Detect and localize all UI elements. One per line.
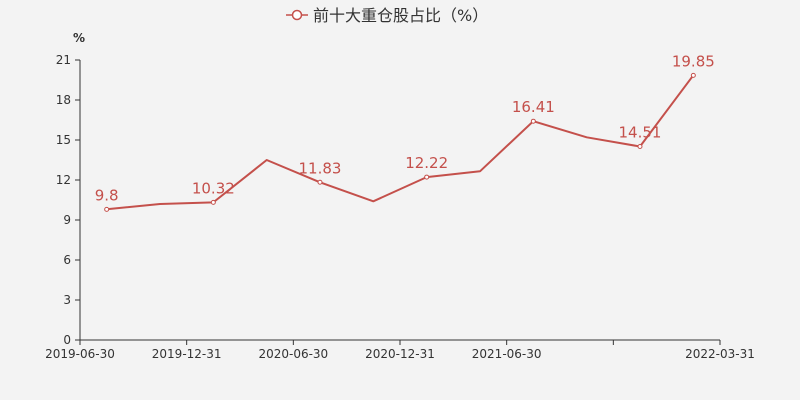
y-tick-label: 15 xyxy=(56,133,71,147)
data-label: 10.32 xyxy=(192,179,235,197)
y-tick-label: 9 xyxy=(63,213,71,227)
data-point xyxy=(424,174,430,180)
legend[interactable]: 前十大重仓股占比（%） xyxy=(286,6,488,25)
y-tick-label: 21 xyxy=(56,53,71,67)
x-tick-label: 2020-12-31 xyxy=(365,347,435,361)
data-point xyxy=(637,144,643,150)
legend-label: 前十大重仓股占比（%） xyxy=(313,6,488,25)
y-tick-label: 3 xyxy=(63,293,71,307)
x-tick-label: 2019-12-31 xyxy=(152,347,222,361)
x-tick-label: 2021-06-30 xyxy=(472,347,542,361)
data-labels: 9.8 10.32 11.83 12.22 16.41 14.51 19.85 xyxy=(95,52,715,204)
data-label: 9.8 xyxy=(95,186,119,204)
data-label: 14.51 xyxy=(619,124,662,142)
y-tick-label: 6 xyxy=(63,253,71,267)
data-label: 16.41 xyxy=(512,98,555,116)
x-tick-label: 2019-06-30 xyxy=(45,347,115,361)
y-axis-unit: % xyxy=(73,31,85,45)
legend-marker-icon xyxy=(291,9,303,21)
data-point xyxy=(530,118,536,124)
axes: 0 3 6 9 12 15 18 21 2019-06-30 2019-12-31 2020-06-… xyxy=(45,53,755,361)
data-point xyxy=(104,206,110,212)
data-point xyxy=(690,72,696,78)
data-label: 11.83 xyxy=(299,159,342,177)
y-tick-label: 18 xyxy=(56,93,71,107)
y-tick-label: 0 xyxy=(63,333,71,347)
data-label: 19.85 xyxy=(672,52,715,70)
y-tick-label: 12 xyxy=(56,173,71,187)
data-point xyxy=(210,199,216,205)
x-tick-label: 2020-06-30 xyxy=(258,347,328,361)
x-tick-label: 2022-03-31 xyxy=(685,347,755,361)
series-layer xyxy=(104,72,696,212)
data-point xyxy=(317,179,323,185)
series-line xyxy=(106,74,695,211)
data-label: 12.22 xyxy=(405,154,448,172)
